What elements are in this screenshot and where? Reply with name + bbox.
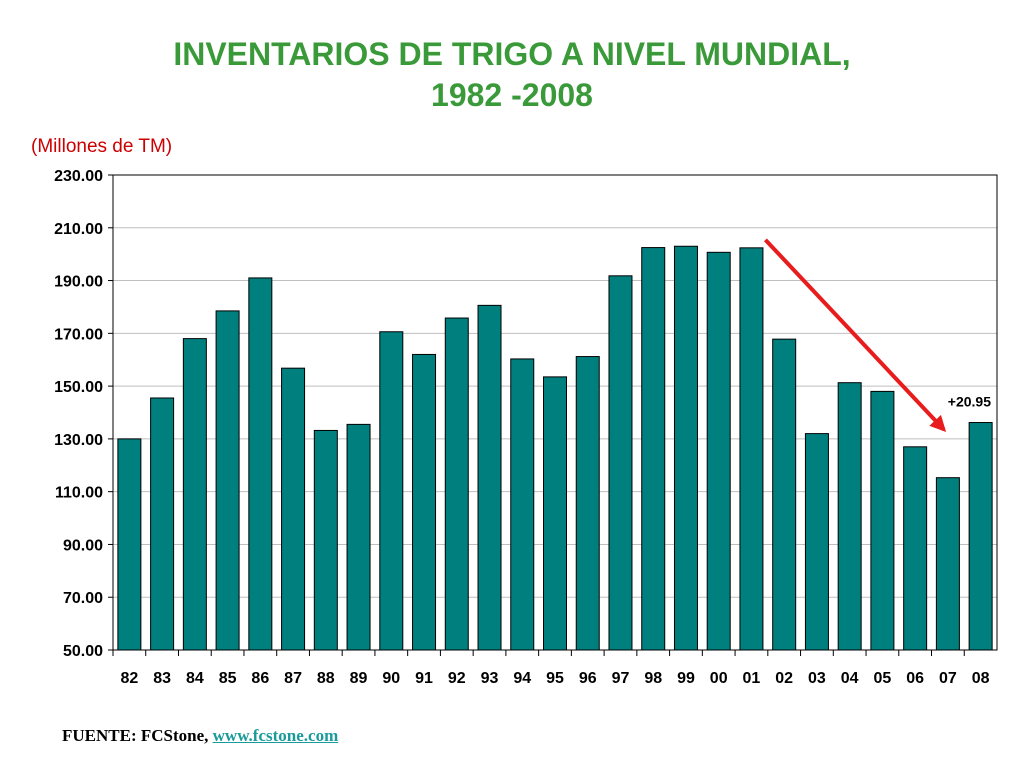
- x-tick-label: 03: [808, 670, 826, 687]
- bar-99: [673, 245, 698, 651]
- x-tick-label: 97: [612, 670, 630, 687]
- chart-title: INVENTARIOS DE TRIGO A NIVEL MUNDIAL, 19…: [0, 34, 1024, 116]
- x-tick-label: 82: [120, 670, 138, 687]
- x-tick-label: 85: [219, 670, 237, 687]
- bar-92: [444, 317, 469, 651]
- bar-82: [117, 438, 142, 651]
- y-tick-label: 110.00: [55, 485, 103, 502]
- bar-chart: 50.00 70.00 90.00 110.00 130.00 150.00 170.00 1…: [54, 168, 998, 687]
- y-tick-label: 70.00: [63, 590, 103, 607]
- trend-arrow: [763, 238, 947, 433]
- y-tick-label: 150.00: [54, 379, 103, 396]
- x-tick-label: 90: [382, 670, 400, 687]
- x-tick-label: 92: [448, 670, 466, 687]
- source-note: FUENTE: FCStone, www.fcstone.com: [62, 726, 338, 746]
- x-tick-label: 96: [579, 670, 597, 687]
- y-tick-label: 90.00: [63, 537, 103, 554]
- chart-title-line-1: INVENTARIOS DE TRIGO A NIVEL MUNDIAL,: [173, 36, 851, 72]
- bar-06: [903, 446, 928, 651]
- bar-03: [804, 433, 829, 651]
- bar-85: [215, 310, 240, 651]
- y-axis: 50.00 70.00 90.00 110.00 130.00 150.00 170.00 1…: [54, 168, 113, 660]
- bar-83: [150, 397, 175, 651]
- y-tick-label: 190.00: [54, 274, 103, 291]
- bar-04: [837, 382, 862, 651]
- x-tick-label: 83: [153, 670, 171, 687]
- bar-90: [379, 331, 404, 651]
- x-tick-label: 88: [317, 670, 335, 687]
- x-tick-label: 07: [939, 670, 957, 687]
- bar-94: [510, 358, 535, 651]
- y-tick-label: 210.00: [54, 221, 103, 238]
- bar-93: [477, 304, 502, 651]
- x-tick-label: 91: [415, 670, 433, 687]
- bar-84: [182, 338, 207, 651]
- x-tick-label: 08: [972, 670, 990, 687]
- bar-05: [870, 390, 895, 651]
- x-tick-label: 94: [513, 670, 531, 687]
- y-tick-label: 230.00: [54, 168, 103, 185]
- y-tick-label: 50.00: [63, 643, 103, 660]
- y-tick-label: 170.00: [54, 326, 103, 343]
- source-label: FUENTE: FCStone,: [62, 726, 209, 745]
- plot-area: [112, 174, 998, 651]
- x-tick-label: 89: [350, 670, 368, 687]
- bar-95: [543, 376, 567, 651]
- bar-08: [968, 422, 993, 651]
- annotation-label: +20.95: [948, 394, 991, 410]
- x-tick-label: 84: [186, 670, 204, 687]
- bar-07: [935, 477, 960, 651]
- x-tick-label: 01: [743, 670, 761, 687]
- bar-86: [248, 277, 273, 651]
- bar-02: [772, 338, 797, 651]
- units-label: (Millones de TM): [31, 136, 173, 157]
- y-tick-label: 130.00: [54, 432, 103, 449]
- bar-98: [641, 247, 666, 651]
- trend-annotation: +20.95: [763, 238, 991, 433]
- bar-89: [346, 423, 371, 651]
- x-tick-label: 99: [677, 670, 695, 687]
- bars: [117, 245, 993, 651]
- bar-91: [412, 353, 437, 651]
- x-tick-label: 00: [710, 670, 728, 687]
- x-tick-label: 93: [481, 670, 499, 687]
- x-tick-label: 87: [284, 670, 302, 687]
- x-tick-label: 02: [775, 670, 793, 687]
- x-tick-label: 86: [251, 670, 269, 687]
- x-tick-label: 04: [841, 670, 859, 687]
- bar-87: [281, 367, 306, 651]
- x-tick-label: 05: [874, 670, 892, 687]
- bar-00: [706, 251, 731, 651]
- source-link[interactable]: www.fcstone.com: [212, 726, 339, 745]
- x-tick-label: 06: [906, 670, 924, 687]
- x-tick-label: 98: [644, 670, 662, 687]
- bar-88: [313, 429, 338, 651]
- bar-96: [575, 356, 600, 651]
- bar-01: [739, 247, 764, 651]
- x-axis: 82 83 84 85 86 87 88 89 90 91 92 93 94 95 96 97 98 99 00 01…: [112, 650, 990, 687]
- x-tick-label: 95: [546, 670, 564, 687]
- chart-title-line-2: 1982 -2008: [431, 77, 593, 113]
- bar-97: [608, 275, 633, 651]
